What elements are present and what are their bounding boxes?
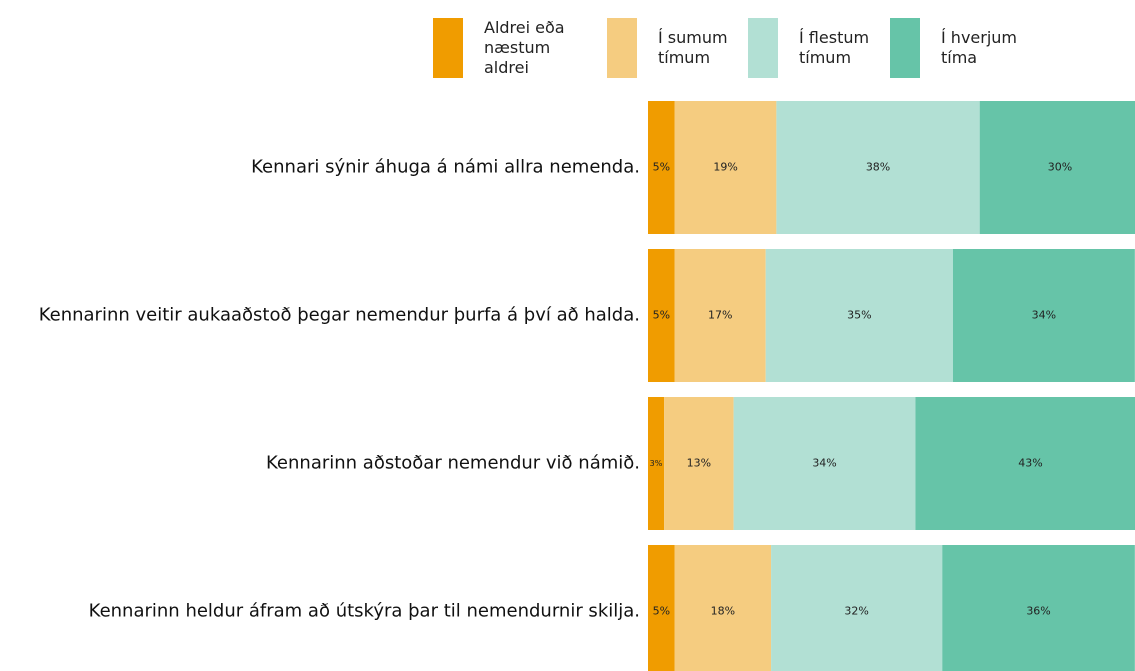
bar-segment xyxy=(942,545,1135,671)
bar-segment xyxy=(776,101,980,234)
value-label: 43% xyxy=(1018,457,1042,470)
bar-segment xyxy=(771,545,943,671)
bar-segment xyxy=(979,101,1135,234)
bar-segment xyxy=(648,249,675,382)
bar-segment xyxy=(733,397,916,530)
value-label: 5% xyxy=(653,605,670,618)
legend-swatch xyxy=(748,18,778,78)
category-label: Kennarinn heldur áfram að útskýra þar ti… xyxy=(89,601,640,622)
bar-segment xyxy=(648,101,675,234)
value-label: 5% xyxy=(653,161,670,174)
bar-segment xyxy=(674,249,766,382)
value-label: 3% xyxy=(650,459,663,468)
value-label: 35% xyxy=(847,309,871,322)
value-label: 34% xyxy=(812,457,836,470)
value-label: 19% xyxy=(713,161,737,174)
value-label: 18% xyxy=(711,605,735,618)
bar-segment xyxy=(674,101,777,234)
value-label: 13% xyxy=(687,457,711,470)
value-label: 36% xyxy=(1026,605,1050,618)
value-label: 38% xyxy=(866,161,890,174)
legend-swatch xyxy=(433,18,463,78)
legend-label: Í sumum tímum xyxy=(658,28,728,67)
legend-label: Í hverjum tíma xyxy=(941,28,1018,67)
value-label: 5% xyxy=(653,309,670,322)
category-label: Kennarinn aðstoðar nemendur við námið. xyxy=(266,453,640,474)
legend-swatch xyxy=(607,18,637,78)
bar-segment xyxy=(648,545,675,671)
category-label: Kennari sýnir áhuga á námi allra nemenda… xyxy=(251,157,640,178)
bar-segment xyxy=(915,397,1135,530)
legend-label: Aldrei eða næstum aldrei xyxy=(484,18,565,77)
value-label: 17% xyxy=(708,309,732,322)
value-label: 32% xyxy=(844,605,868,618)
value-label: 34% xyxy=(1032,309,1056,322)
bar-segment xyxy=(952,249,1135,382)
bar-segment xyxy=(674,545,772,671)
value-label: 30% xyxy=(1048,161,1072,174)
bar-segment xyxy=(648,397,665,530)
bar-segment xyxy=(664,397,734,530)
legend-swatch xyxy=(890,18,920,78)
category-label: Kennarinn veitir aukaaðstoð þegar nemend… xyxy=(39,305,640,326)
bar-segment xyxy=(765,249,953,382)
legend-label: Í flestum tímum xyxy=(799,28,870,67)
